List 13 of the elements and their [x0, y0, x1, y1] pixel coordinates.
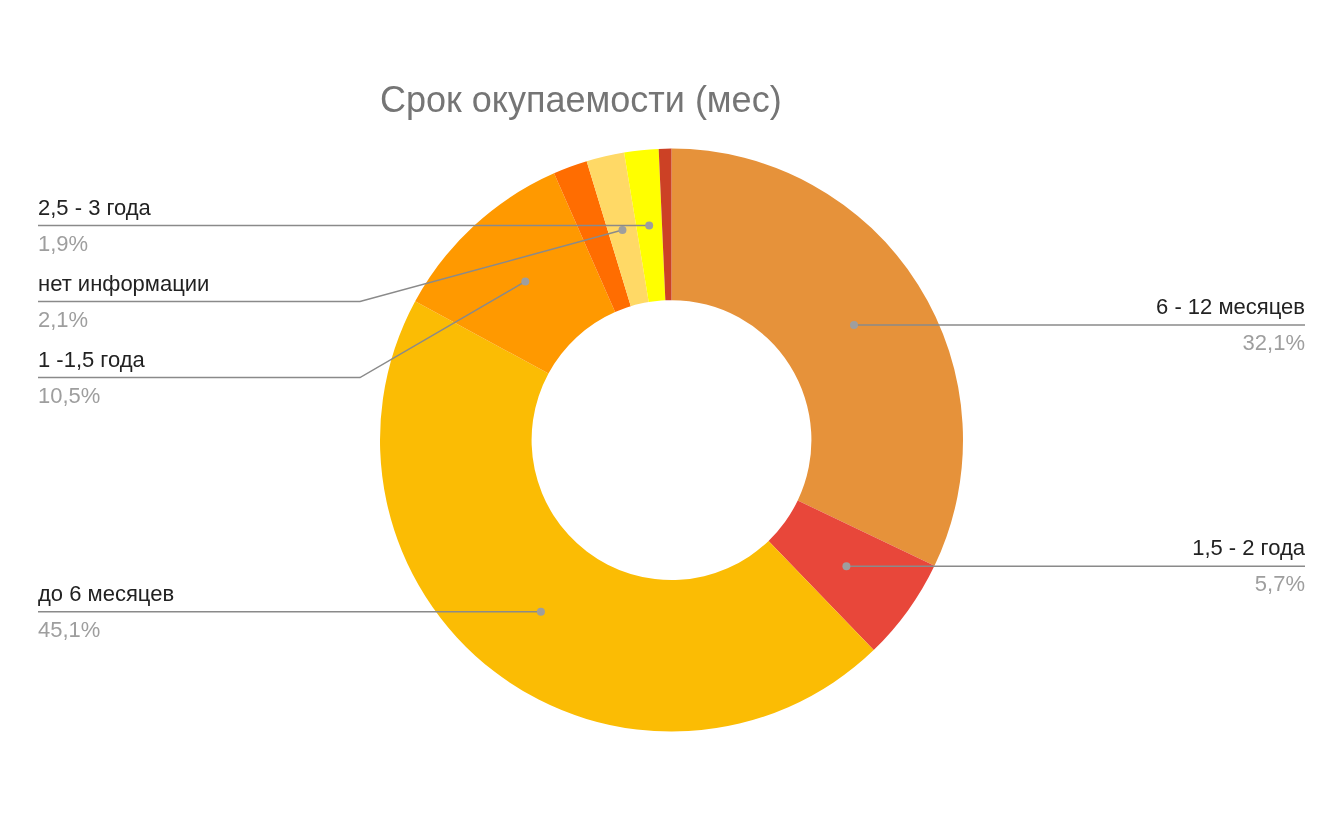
slice-label: 1 -1,5 года	[38, 346, 146, 372]
chart-title: Срок окупаемости (мес)	[380, 78, 782, 120]
data-label: 1,9%	[38, 230, 89, 256]
data-label: 45,1%	[38, 616, 101, 642]
data-label: 10,5%	[38, 382, 101, 408]
slice-label: до 6 месяцев	[38, 580, 175, 606]
data-label: 2,1%	[38, 306, 89, 332]
slice-label: 1,5 - 2 года	[1192, 535, 1306, 561]
slice-label: нет информации	[38, 270, 210, 296]
data-label: 5,7%	[1254, 571, 1305, 597]
slice-label: 2,5 - 3 года	[38, 194, 152, 220]
data-label: 32,1%	[1242, 330, 1305, 356]
slice-label: 6 - 12 месяцев	[1156, 294, 1305, 320]
